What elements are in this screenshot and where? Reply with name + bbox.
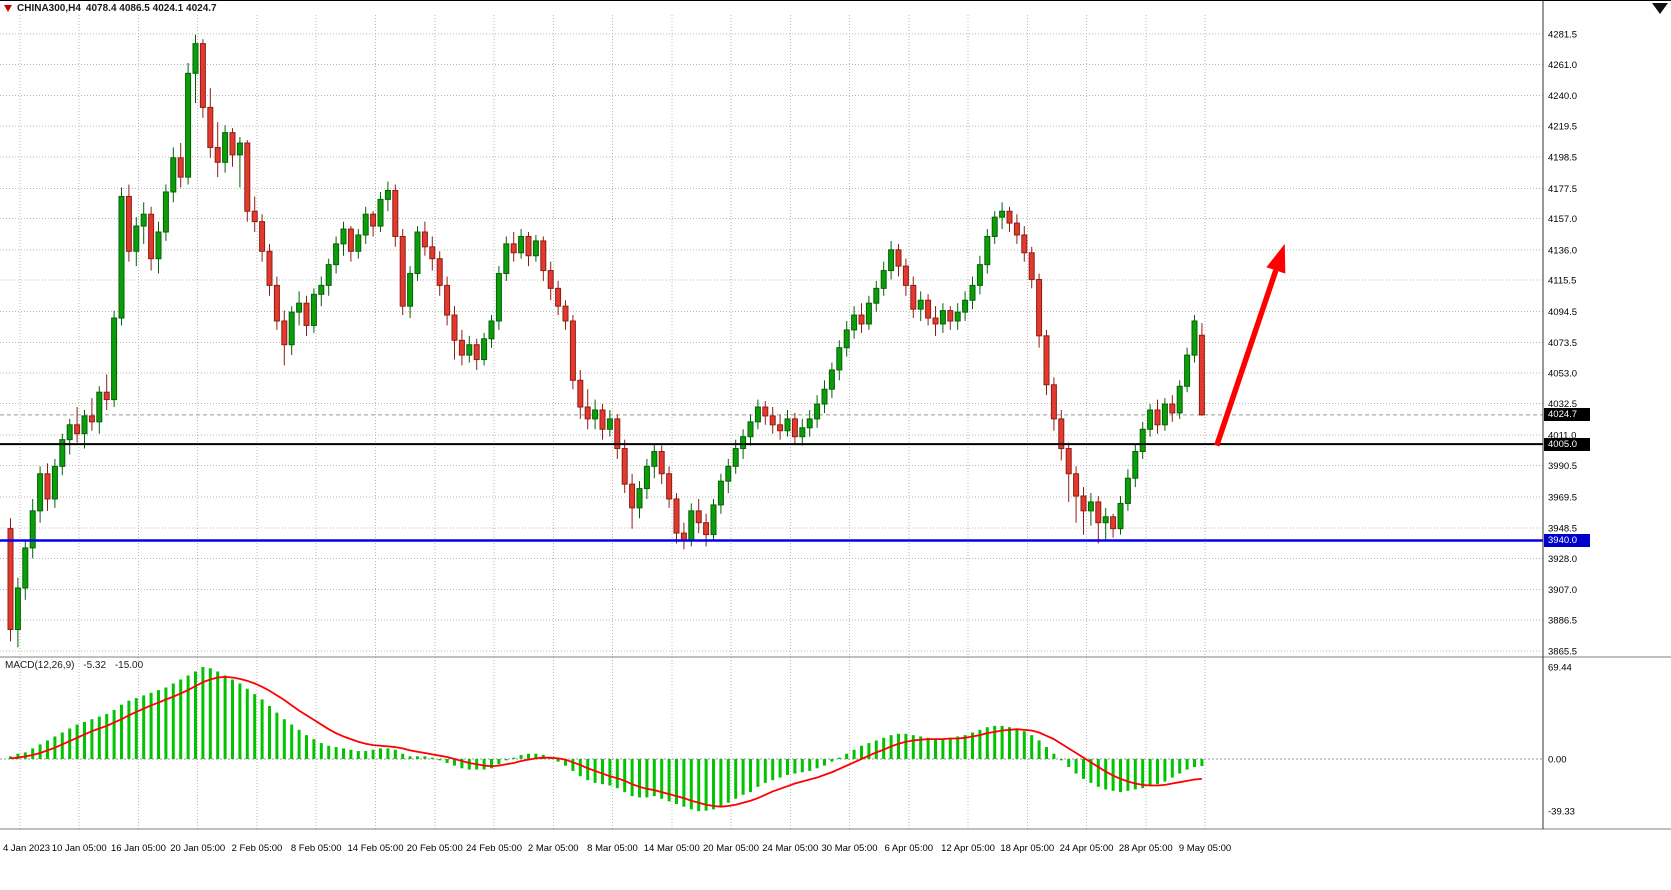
price-axis-label: 3865.5 [1548, 647, 1577, 658]
price-axis-label: 4073.5 [1548, 338, 1577, 349]
time-axis-label: 24 Mar 05:00 [762, 843, 818, 854]
symbol-info-bar: CHINA300,H4 4078.4 4086.5 4024.1 4024.7 [4, 3, 217, 14]
price-axis-label: 3969.5 [1548, 492, 1577, 503]
price-axis-label: 3886.5 [1548, 615, 1577, 626]
trend-arrow-annotation[interactable] [1214, 243, 1286, 447]
support-level-badge: 3940.0 [1544, 534, 1590, 547]
time-axis-label: 30 Mar 05:00 [822, 843, 878, 854]
price-axis-label: 3907.0 [1548, 585, 1577, 596]
price-axis-label: 4157.0 [1548, 214, 1577, 225]
price-axis-label: 4011.0 [1548, 431, 1576, 442]
time-axis-label: 14 Mar 05:00 [644, 843, 700, 854]
time-axis-label: 24 Apr 05:00 [1060, 843, 1114, 854]
price-axis-label: 4240.0 [1548, 91, 1577, 102]
macd-axis-label: -39.33 [1548, 807, 1575, 818]
time-axis-label: 24 Feb 05:00 [466, 843, 522, 854]
price-axis-label: 4281.5 [1548, 30, 1577, 41]
price-axis-label: 4053.0 [1548, 368, 1577, 379]
time-axis-label: 10 Jan 05:00 [52, 843, 107, 854]
time-axis-label: 4 Jan 2023 [3, 843, 50, 854]
time-axis-label: 2 Mar 05:00 [528, 843, 579, 854]
time-axis-label: 16 Jan 05:00 [111, 843, 166, 854]
macd-main-value: -5.32 [83, 660, 107, 671]
panel-separators [0, 1, 1671, 830]
price-axis-label: 4094.5 [1548, 307, 1577, 318]
macd-axis-label: 69.44 [1548, 662, 1572, 673]
macd-signal-value: -15.00 [114, 660, 144, 671]
time-axis-label: 8 Feb 05:00 [291, 843, 342, 854]
time-axis-label: 6 Apr 05:00 [884, 843, 933, 854]
symbol-timeframe-label: CHINA300,H4 [17, 3, 81, 14]
price-axis-label: 3948.5 [1548, 523, 1577, 534]
chart-shift-marker[interactable] [1652, 3, 1668, 14]
price-axis-label: 4198.5 [1548, 153, 1577, 164]
price-axis-label: 4136.0 [1548, 245, 1577, 256]
last-price-badge: 4024.7 [1544, 408, 1590, 422]
price-axis-label: 4177.5 [1548, 184, 1577, 195]
candlestick-series [7, 34, 1205, 648]
time-axis-label: 18 Apr 05:00 [1000, 843, 1054, 854]
macd-histogram [9, 666, 1204, 812]
macd-indicator-label: MACD(12,26,9) -5.32 -15.00 [5, 660, 149, 671]
time-axis-label: 12 Apr 05:00 [941, 843, 995, 854]
time-axis-label: 20 Feb 05:00 [407, 843, 463, 854]
resistance-level-badge: 4005.0 [1544, 437, 1590, 451]
time-axis-label: 2 Feb 05:00 [232, 843, 283, 854]
price-axis-label: 4032.5 [1548, 399, 1577, 410]
macd-axis-label: 0.00 [1548, 755, 1567, 766]
price-axis-label: 4219.5 [1548, 121, 1577, 132]
time-axis-label: 9 May 05:00 [1179, 843, 1231, 854]
time-axis-label: 14 Feb 05:00 [347, 843, 403, 854]
macd-signal-line [10, 675, 1202, 808]
time-axis-label: 20 Mar 05:00 [703, 843, 759, 854]
price-axis-label: 4115.5 [1548, 276, 1576, 287]
time-axis-label: 8 Mar 05:00 [587, 843, 638, 854]
price-axis-label: 3928.0 [1548, 554, 1577, 565]
time-axis-label: 28 Apr 05:00 [1119, 843, 1173, 854]
macd-name: MACD(12,26,9) [5, 660, 75, 671]
time-axis-label: 20 Jan 05:00 [170, 843, 225, 854]
price-axis-label: 3990.5 [1548, 461, 1577, 472]
symbol-ohlc-values: 4078.4 4086.5 4024.1 4024.7 [85, 3, 217, 14]
price-axis-label: 4261.0 [1548, 60, 1577, 71]
symbol-marker-icon [4, 5, 12, 12]
grid: 4281.5 4261.0 4240.0 4219.5 4198.5 4177.5 4157… [0, 15, 1577, 854]
